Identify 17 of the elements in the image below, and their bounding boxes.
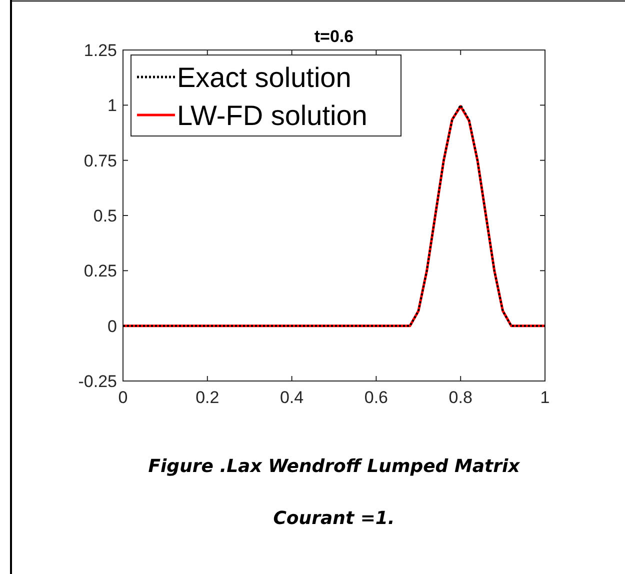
legend-label: Exact solution xyxy=(177,62,352,93)
y-tick-label: 0.25 xyxy=(84,262,117,281)
y-tick-label: 0.5 xyxy=(93,206,117,226)
x-tick-label: 0.2 xyxy=(196,388,220,407)
x-tick-label: 0.8 xyxy=(448,388,472,407)
x-tick-label: 0.6 xyxy=(364,388,388,407)
y-tick-label: 1 xyxy=(108,96,117,116)
x-tick-label: 0.4 xyxy=(280,388,304,407)
y-tick-label: 0.75 xyxy=(84,151,117,170)
x-tick-label: 1 xyxy=(540,388,550,407)
legend-label: LW-FD solution xyxy=(177,100,368,131)
text: Figure .Lax Wendroff Lumped Matrix xyxy=(148,456,522,477)
text: Courant =1. xyxy=(273,508,395,529)
y-tick-label: 1.25 xyxy=(84,41,117,60)
chart-title: t=0.6 xyxy=(314,27,354,46)
y-tick-label: -0.25 xyxy=(78,372,117,391)
y-tick-label: 0 xyxy=(108,316,117,336)
